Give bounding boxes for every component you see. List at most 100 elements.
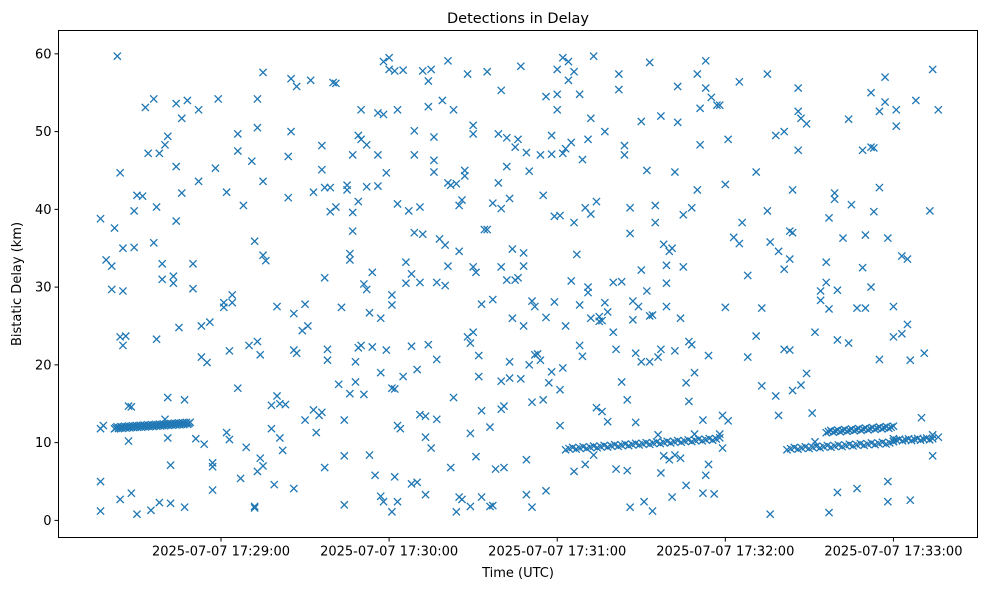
- data-point-marker: [477, 406, 486, 415]
- data-point-marker: [466, 502, 475, 511]
- data-point-marker: [163, 393, 172, 402]
- data-point-marker: [130, 243, 139, 252]
- data-point-marker: [539, 395, 548, 404]
- data-point-marker: [146, 506, 156, 515]
- data-point-marker: [477, 493, 486, 502]
- data-point-marker: [331, 79, 340, 88]
- data-point-marker: [382, 346, 391, 355]
- data-point-marker: [887, 423, 896, 432]
- data-point-marker: [701, 83, 710, 93]
- data-point-marker: [527, 297, 537, 306]
- data-point-marker: [631, 349, 640, 358]
- data-point-marker: [483, 67, 492, 76]
- data-point-marker: [889, 332, 898, 341]
- data-point-marker: [497, 204, 506, 213]
- data-point-marker: [892, 122, 901, 131]
- data-point-marker: [284, 152, 293, 161]
- data-point-marker: [539, 191, 548, 200]
- data-point-marker: [735, 77, 744, 86]
- data-point-marker: [883, 234, 892, 243]
- data-point-marker: [471, 268, 481, 277]
- data-point-marker: [738, 218, 747, 227]
- data-point-marker: [485, 502, 495, 511]
- data-point-marker: [541, 92, 551, 101]
- data-point-marker: [555, 385, 565, 394]
- data-point-marker: [802, 369, 811, 378]
- data-point-marker: [513, 273, 523, 282]
- data-point-marker: [631, 418, 640, 427]
- data-point-marker: [883, 497, 892, 506]
- data-point-marker: [852, 484, 862, 493]
- data-point-marker: [497, 262, 506, 271]
- data-point-marker: [387, 384, 396, 393]
- data-point-marker: [578, 352, 587, 361]
- data-point-marker: [309, 188, 318, 197]
- data-point-marker: [883, 477, 892, 486]
- data-point-marker: [284, 193, 293, 202]
- data-point-marker: [516, 374, 525, 383]
- data-point-marker: [149, 94, 158, 103]
- data-point-marker: [278, 446, 287, 455]
- data-point-marker: [597, 316, 607, 325]
- data-point-marker: [623, 395, 632, 404]
- data-point-marker: [107, 262, 116, 271]
- data-point-marker: [499, 402, 509, 411]
- data-point-marker: [267, 401, 276, 410]
- data-point-marker: [600, 127, 609, 136]
- data-point-marker: [396, 424, 405, 433]
- data-point-marker: [393, 199, 402, 208]
- data-point-marker: [682, 481, 691, 490]
- data-point-marker: [668, 493, 677, 502]
- data-point-marker: [547, 131, 556, 140]
- data-point-marker: [415, 410, 424, 419]
- data-point-marker: [407, 479, 416, 488]
- data-point-marker: [488, 295, 497, 304]
- data-point-marker: [547, 150, 556, 159]
- data-point-marker: [676, 454, 685, 463]
- y-axis-ticks: 0 10 20 30 40 50 60: [35, 47, 59, 529]
- data-point-marker: [575, 300, 584, 310]
- data-point-marker: [186, 418, 195, 427]
- data-point-marker: [743, 353, 752, 362]
- data-point-marker: [620, 150, 629, 159]
- data-point-marker: [253, 94, 262, 103]
- data-point-marker: [502, 162, 511, 171]
- x-tick-label: 2025-07-07 17:31:00: [488, 545, 626, 560]
- data-point-marker: [312, 428, 321, 437]
- data-point-marker: [208, 462, 217, 471]
- data-point-marker: [286, 74, 296, 83]
- data-point-marker: [258, 461, 268, 471]
- data-point-marker: [354, 197, 363, 206]
- data-point-marker: [399, 66, 408, 75]
- data-point-marker: [869, 207, 878, 216]
- data-point-marker: [843, 427, 852, 436]
- data-point-marker: [429, 132, 439, 142]
- data-point-marker: [589, 451, 598, 460]
- data-point-marker: [469, 328, 478, 337]
- data-point-marker: [110, 223, 119, 233]
- data-point-marker: [687, 340, 696, 349]
- data-point-marker: [547, 367, 556, 376]
- data-point-marker: [642, 286, 651, 296]
- data-point-marker: [415, 278, 424, 287]
- data-point-marker: [614, 85, 623, 94]
- data-point-marker: [875, 183, 884, 192]
- data-point-marker: [432, 278, 441, 287]
- data-point-marker: [617, 277, 626, 286]
- data-point-marker: [96, 477, 105, 486]
- chart-title: Detections in Delay: [447, 11, 589, 27]
- data-point-marker: [925, 206, 934, 215]
- data-point-marker: [715, 101, 724, 110]
- data-point-marker: [684, 397, 693, 406]
- data-point-marker: [877, 424, 886, 433]
- data-point-marker: [452, 507, 461, 516]
- data-point-marker: [113, 52, 122, 61]
- data-point-marker: [592, 403, 601, 412]
- data-point-marker: [693, 185, 702, 194]
- data-point-marker: [340, 500, 349, 509]
- data-point-marker: [679, 210, 688, 219]
- data-point-marker: [645, 357, 654, 366]
- data-point-marker: [869, 143, 878, 152]
- data-point-marker: [519, 248, 528, 257]
- data-point-marker: [385, 65, 394, 74]
